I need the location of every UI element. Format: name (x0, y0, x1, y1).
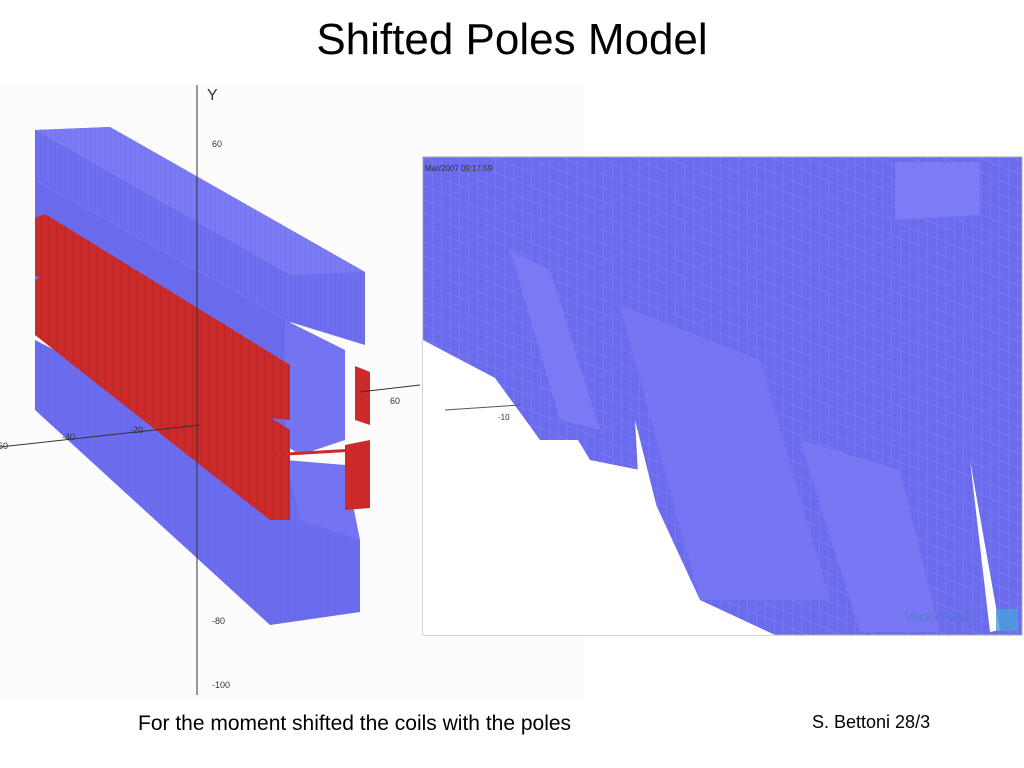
z-tick-label: 60 (390, 396, 400, 406)
logo-icon (996, 609, 1018, 631)
coil-link (269, 448, 356, 457)
x-tick-label: -40 (62, 432, 75, 442)
right-figure: Mar/2007 09:17:59 -10 Vector Fields (422, 156, 1023, 636)
y-tick-label: -100 (212, 680, 230, 690)
y-tick-label: -80 (212, 616, 225, 626)
background-gap (423, 340, 775, 635)
background-gap (970, 460, 1000, 632)
face (800, 440, 940, 632)
gap-face-lower (285, 460, 360, 540)
face (895, 162, 980, 220)
upper-coil-mesh (35, 214, 290, 420)
x-axis (444, 404, 521, 411)
y-axis-label: Y (207, 87, 218, 104)
lower-coil-mesh (35, 276, 290, 520)
x-tick-label: -10 (498, 413, 510, 422)
logo: Vector Fields (905, 610, 974, 624)
coil-end-upper (355, 366, 370, 425)
slide-title: Shifted Poles Model (316, 15, 707, 64)
x-axis (0, 424, 201, 448)
face (510, 250, 600, 430)
footer: S. Bettoni 28/3 (812, 712, 930, 732)
x-tick-label: -20 (130, 425, 143, 435)
face (620, 305, 830, 600)
upper-yoke-mesh (35, 127, 365, 345)
x-tick-label: 60 (0, 441, 8, 451)
gap-face (285, 320, 345, 455)
y-tick-label: 60 (212, 139, 222, 149)
caption: For the moment shifted the coils with th… (138, 712, 571, 735)
timestamp: Mar/2007 09:17:59 (425, 164, 493, 173)
coil-end-lower (345, 440, 370, 510)
z-axis (359, 384, 421, 393)
background-gap (635, 420, 690, 600)
